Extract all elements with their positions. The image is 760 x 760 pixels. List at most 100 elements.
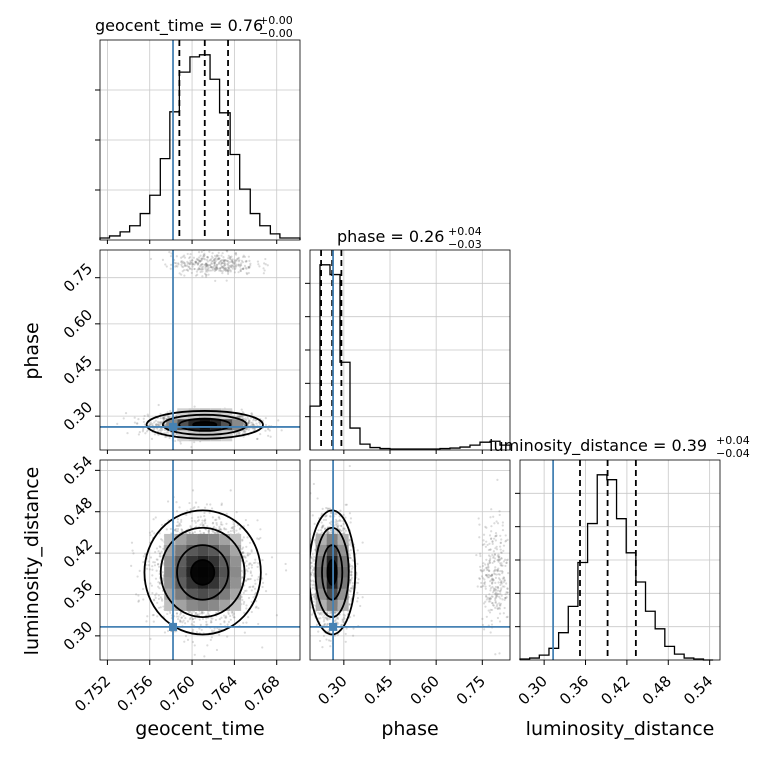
scatter-point [162,416,165,419]
scatter-point [225,259,229,262]
scatter-point [245,271,248,275]
scatter-point [154,550,157,554]
scatter-point [151,591,154,595]
scatter-point [253,592,257,596]
scatter-point [217,257,220,260]
scatter-point [245,259,248,263]
scatter-point [231,260,234,263]
scatter-point [211,252,214,255]
density-cell [177,419,189,431]
scatter-point [199,623,202,627]
scatter-point [217,254,220,257]
scatter-point [204,519,207,522]
scatter-point [218,618,221,621]
scatter-point [167,431,170,434]
scatter-point [180,616,183,619]
scatter-point [238,415,242,418]
scatter-point [245,427,248,430]
scatter-point [142,417,145,420]
scatter-point [213,261,216,264]
scatter-point [168,436,171,440]
scatter-point [241,576,244,579]
scatter-point [177,262,180,265]
scatter-point [215,521,218,525]
scatter-point [201,257,204,260]
scatter-point [241,261,245,264]
scatter-point [203,258,207,261]
scatter-point [151,614,154,617]
scatter-point [195,261,198,264]
scatter-point [233,525,236,528]
scatter-point [196,519,199,523]
scatter-point [242,430,246,433]
scatter-point [245,545,248,548]
scatter-point [205,264,209,267]
scatter-point [243,255,247,258]
scatter-point [182,261,185,264]
scatter-point [195,270,199,273]
scatter-point [200,259,203,262]
scatter-point [231,259,234,262]
scatter-point [225,528,228,531]
scatter-point [142,561,145,564]
scatter-point [252,419,255,422]
scatter-point [183,268,186,272]
scatter-point [205,263,208,266]
scatter-point [213,267,216,271]
scatter-point [244,417,247,420]
scatter-point [153,599,156,602]
scatter-point [220,616,223,619]
scatter-point [218,267,222,270]
scatter-point [200,610,203,614]
scatter-point [244,418,248,422]
scatter-point [202,255,205,258]
scatter-point [181,270,184,273]
scatter-point [248,541,252,544]
scatter-point [184,263,187,267]
scatter-point [232,523,235,526]
scatter-point [243,600,246,604]
scatter-point [167,416,170,419]
scatter-point [266,264,269,267]
scatter-point [209,638,212,641]
panel-phase-vs-geocent-time [99,249,301,451]
scatter-point [256,565,259,568]
scatter-point [222,259,225,263]
scatter-point [251,421,254,424]
scatter-point [220,261,224,265]
scatter-point [190,271,193,275]
scatter-point [284,562,287,566]
scatter-point [197,505,200,509]
scatter-point [191,617,194,621]
scatter-point [238,528,241,531]
scatter-point [205,264,208,267]
scatter-point [186,262,189,265]
scatter-point [214,531,217,534]
scatter-point [135,422,139,425]
scatter-point [243,589,247,593]
scatter-point [154,594,157,597]
scatter-point [149,421,152,424]
scatter-point [205,617,208,620]
scatter-point [226,635,229,638]
scatter-point [234,265,237,268]
scatter-point [189,526,192,529]
scatter-point [192,628,195,631]
scatter-point [212,525,216,528]
scatter-point [198,260,202,263]
scatter-point [149,423,152,426]
scatter-point [207,273,210,276]
scatter-point [245,568,248,571]
scatter-point [170,252,173,255]
scatter-point [137,599,141,602]
scatter-point [131,549,134,552]
scatter-point [145,563,148,567]
scatter-point [249,421,253,424]
scatter-point [197,258,201,262]
scatter-point [234,259,237,262]
scatter-point [245,560,248,563]
scatter-point [204,275,208,278]
scatter-point [197,251,201,254]
scatter-point [264,263,267,266]
scatter-point [225,512,228,515]
